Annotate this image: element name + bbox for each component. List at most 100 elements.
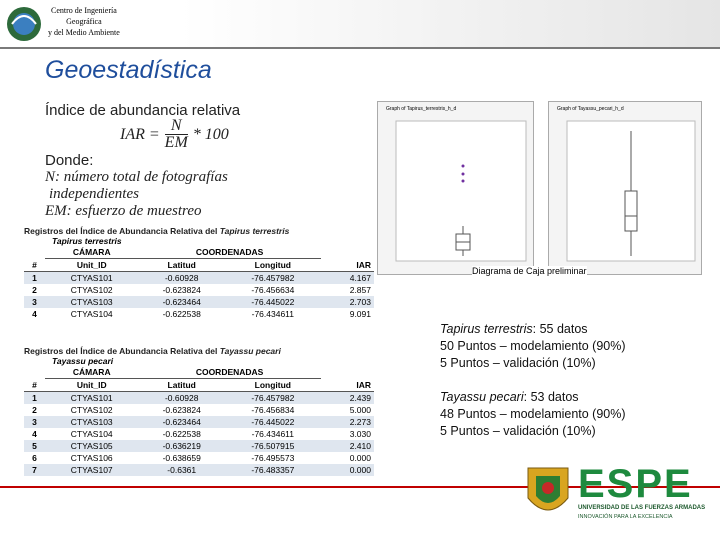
table-cell: 0.000	[349, 453, 371, 463]
table-cell: 2.410	[320, 440, 374, 452]
logo-line: UNIVERSIDAD DE LAS FUERZAS ARMADAS	[578, 505, 706, 511]
table-row: 7 CTYAS107 -0.6361 -76.483357 0.000	[24, 464, 374, 476]
notes: Tapirus terrestris: 55 datos 50 Puntos – …	[440, 321, 626, 440]
table-cell: 2.857	[349, 285, 371, 295]
group-row: CÁMARA COORDENADAS	[24, 246, 374, 259]
table-cell: -0.636219	[138, 440, 225, 452]
column-header: Latitud	[138, 258, 225, 272]
table-row: 2 CTYAS102 -0.623824 -76.456634 2.857	[24, 284, 374, 296]
table-cell: -76.456834	[251, 405, 295, 415]
table-cell: CTYAS103	[44, 296, 139, 308]
header-row: # Unit_ID Latitud Longitud IAR	[24, 378, 374, 392]
numerator: N	[170, 117, 182, 134]
table-cell: -0.60928	[138, 271, 225, 284]
group-row: CÁMARA COORDENADAS	[24, 366, 374, 379]
group-header: CÁMARA	[44, 366, 139, 379]
note-block: Tayassu pecari: 53 datos 48 Puntos – mode…	[440, 389, 626, 440]
table-row: 5 CTYAS105 -0.636219 -76.507915 2.410	[24, 440, 374, 452]
header-rule	[0, 47, 720, 49]
table-cell: CTYAS101	[44, 271, 139, 284]
table-subtitle: Tayassu pecari	[52, 356, 114, 366]
table-cell: 2.273	[320, 416, 374, 428]
note-line: 50 Puntos – modelamiento (90%)	[440, 339, 626, 353]
boxplot	[395, 120, 527, 262]
note-species: Tapirus terrestris	[440, 322, 533, 336]
boxplot	[566, 120, 696, 262]
table-title: Registros del Índice de Abundancia Relat…	[24, 346, 374, 356]
column-header: Unit_ID	[44, 258, 139, 272]
table-cell: -76.456634	[251, 285, 295, 295]
table-cell: 0.000	[320, 464, 374, 476]
column-header: IAR	[320, 258, 374, 272]
table-cell: -0.623464	[138, 296, 225, 308]
table-cell: -76.457982	[224, 271, 321, 284]
table-cell: 4.167	[320, 271, 374, 284]
table-cell: -0.622538	[162, 429, 201, 439]
table-cell: 4	[32, 309, 37, 319]
table-cell: -0.6361	[138, 464, 225, 476]
table-cell: CTYAS104	[70, 309, 113, 319]
table-row: 1 CTYAS101 -0.60928 -76.457982 2.439	[24, 391, 374, 404]
table-block: Registros del Índice de Abundancia Relat…	[24, 346, 374, 476]
table-title-text: Registros del Índice de Abundancia Relat…	[24, 346, 220, 356]
note-count: : 55 datos	[532, 322, 588, 336]
table-cell: 3.030	[349, 429, 371, 439]
table-cell: -0.60928	[138, 391, 225, 404]
group-header: CÁMARA	[44, 246, 139, 259]
note-block: Tapirus terrestris: 55 datos 50 Puntos – …	[440, 321, 626, 372]
note-count: : 53 datos	[523, 390, 579, 404]
table-title: Registros del Índice de Abundancia Relat…	[24, 226, 374, 236]
header-row: # Unit_ID Latitud Longitud IAR	[24, 258, 374, 272]
table-title-text: Registros del Índice de Abundancia Relat…	[24, 226, 220, 236]
note-line: 48 Puntos – modelamiento (90%)	[440, 407, 626, 421]
table-cell: -76.445022	[224, 296, 321, 308]
table-cell: CTYAS102	[70, 285, 113, 295]
institution-logo	[7, 7, 41, 41]
table-cell: -0.623824	[162, 285, 201, 295]
boxplot-panel: Graph of Tapirus_terrestris_h_d	[377, 101, 534, 275]
table-cell: 9.091	[349, 309, 371, 319]
table-cell: CTYAS107	[44, 464, 139, 476]
definition: EM: esfuerzo de muestreo	[45, 203, 202, 219]
graph-title: Graph of Tayassu_pecari_h_d	[557, 106, 624, 112]
group-spacer	[321, 366, 374, 379]
table-cell: 1	[24, 391, 45, 404]
note-species: Tayassu pecari	[440, 390, 524, 404]
table-cell: CTYAS106	[70, 453, 113, 463]
column-header: Longitud	[224, 378, 321, 392]
table-cell: 2	[32, 285, 37, 295]
denominator: EM	[164, 134, 188, 151]
table-cell: 3	[24, 416, 45, 428]
note-line: 5 Puntos – validación (10%)	[440, 424, 596, 438]
group-header: COORDENADAS	[138, 366, 321, 379]
slide-title: Geoestadística	[45, 56, 212, 84]
definitions: N: número total de fotografías independi…	[45, 169, 228, 220]
note-line: Tapirus terrestris: 55 datos	[440, 321, 626, 338]
group-header: COORDENADAS	[138, 246, 321, 259]
table-cell: -0.623824	[162, 405, 201, 415]
institution-line: Geográfica	[66, 17, 102, 26]
note-line: Tayassu pecari: 53 datos	[440, 389, 626, 406]
table-cell: CTYAS104	[70, 429, 113, 439]
table-row: 4 CTYAS104 -0.622538 -76.434611 9.091	[24, 308, 374, 320]
table-cell: 3	[24, 296, 45, 308]
column-header: IAR	[320, 378, 374, 392]
institution-line: Centro de Ingeniería	[51, 6, 117, 15]
table-row: 2 CTYAS102 -0.623824 -76.456834 5.000	[24, 404, 374, 416]
table-cell: 2.703	[320, 296, 374, 308]
table-cell: 7	[24, 464, 45, 476]
column-header: Unit_ID	[44, 378, 139, 392]
table-cell: -0.623464	[138, 416, 225, 428]
group-spacer	[24, 366, 45, 379]
table-row: 3 CTYAS103 -0.623464 -76.445022 2.703	[24, 296, 374, 308]
table-cell: -0.638659	[162, 453, 201, 463]
table-cell: -0.622538	[162, 309, 201, 319]
table-cell: CTYAS103	[44, 416, 139, 428]
column-header: Longitud	[224, 258, 321, 272]
table-cell: 5.000	[349, 405, 371, 415]
table-cell: 1	[24, 271, 45, 284]
group-spacer	[24, 246, 45, 259]
table-cell: 4	[32, 429, 37, 439]
formula-lhs: IAR =	[120, 125, 160, 143]
fraction: N EM	[164, 117, 188, 151]
